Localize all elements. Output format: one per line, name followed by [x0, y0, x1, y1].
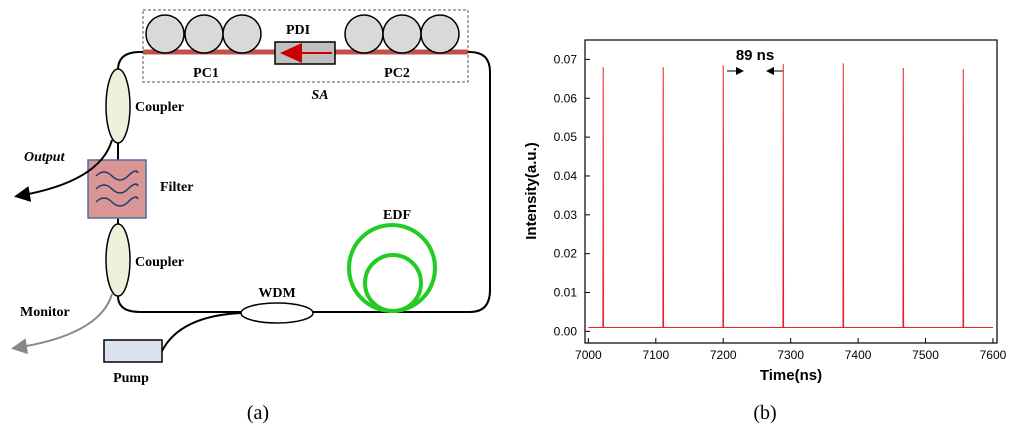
label: SA: [311, 88, 328, 103]
caption: (b): [753, 402, 776, 424]
label: EDF: [383, 208, 411, 223]
coupler: [105, 223, 131, 297]
y-tick-label: 0.01: [554, 286, 578, 300]
caption: (a): [247, 402, 269, 424]
line-series: [588, 63, 993, 328]
annotation: 89 ns: [736, 47, 774, 64]
label: Coupler: [135, 100, 184, 115]
y-tick-label: 0.06: [554, 91, 578, 105]
y-tick-label: 0.02: [554, 247, 578, 261]
coupler: [105, 68, 131, 144]
x-tick-label: 7400: [845, 348, 872, 362]
diagram: PDI PC1 PC2 SA Coupler Output Filter Cou…: [11, 9, 491, 386]
wdm: [240, 302, 314, 324]
label: Filter: [160, 180, 193, 195]
x-tick-label: 7200: [710, 348, 737, 362]
filter: [87, 159, 147, 219]
pump: [103, 339, 163, 363]
x-tick-label: 7000: [575, 348, 602, 362]
y-tick-label: 0.05: [554, 130, 578, 144]
plot-frame: [584, 39, 998, 344]
label: Output: [24, 150, 66, 165]
pdi-arrow: [280, 43, 302, 63]
label: PDI: [286, 23, 310, 38]
x-axis-title: Time(ns): [760, 367, 822, 384]
label: WDM: [258, 286, 295, 301]
x-tick-label: 7600: [980, 348, 1007, 362]
y-axis-title: Intensity(a.u.): [523, 142, 540, 240]
label: Pump: [113, 371, 149, 386]
sa-box: [142, 9, 469, 83]
x-tick-label: 7500: [912, 348, 939, 362]
y-tick-label: 0.04: [554, 169, 578, 183]
filter-icon: [95, 170, 139, 207]
pump-fiber: [161, 312, 242, 352]
label: Monitor: [20, 305, 70, 320]
y-tick-label: 0.07: [554, 52, 578, 66]
x-tick-label: 7100: [642, 348, 669, 362]
y-tick-label: 0.00: [554, 324, 578, 338]
monitor-fiber: [11, 293, 113, 355]
edf-coil: [347, 223, 437, 313]
pc-loops: [145, 14, 460, 54]
output-fiber: [14, 139, 113, 202]
edf-coil: [363, 253, 423, 313]
chart: Time(ns) Intensity(a.u.) 89 ns 7000 7100 7…: [523, 39, 1007, 384]
label: Coupler: [135, 255, 184, 270]
x-tick-label: 7300: [777, 348, 804, 362]
label: PC1: [193, 66, 219, 81]
label: PC2: [384, 66, 410, 81]
fiber-loop: [117, 51, 491, 313]
y-tick-label: 0.03: [554, 208, 578, 222]
